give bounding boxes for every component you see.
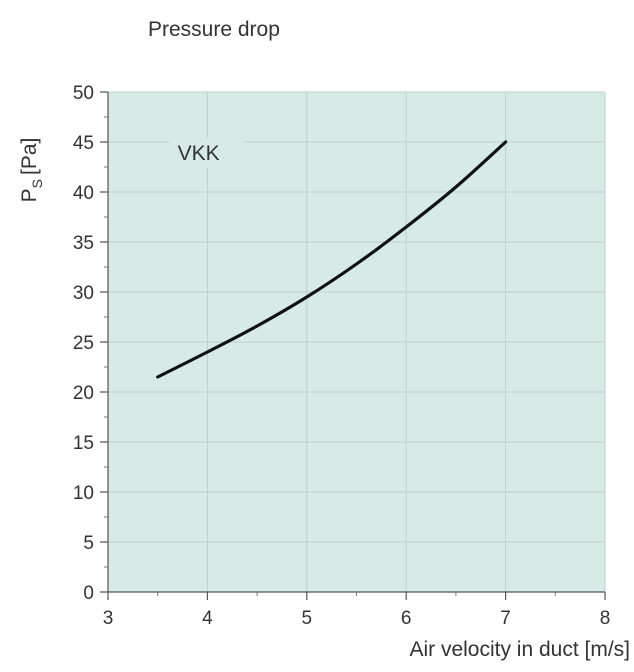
y-axis-label-main: P — [18, 188, 41, 202]
x-tick-label: 6 — [401, 608, 412, 629]
x-tick-label: 3 — [103, 608, 114, 629]
y-tick-label: 50 — [73, 83, 94, 104]
x-tick-label: 4 — [202, 608, 213, 629]
y-axis-label-subscript: S — [29, 179, 45, 188]
y-tick-label: 40 — [73, 183, 94, 204]
x-tick-label: 8 — [600, 608, 611, 629]
y-tick-label: 30 — [73, 283, 94, 304]
y-tick-label: 5 — [83, 533, 94, 554]
axes — [100, 91, 606, 600]
grid-lines — [107, 91, 606, 593]
series-label-vkk: VKK — [178, 142, 220, 165]
x-axis-label: Air velocity in duct [m/s] — [409, 638, 630, 661]
x-tick-label: 7 — [500, 608, 511, 629]
y-tick-labels: 0 5 10 15 20 25 30 35 40 45 50 — [73, 83, 94, 604]
series-label-bg — [169, 138, 244, 168]
y-tick-label: 10 — [73, 483, 94, 504]
x-tick-labels: 3 4 5 6 7 8 — [103, 608, 611, 629]
series-line-vkk — [156, 140, 508, 379]
svg-text:PS[Pa]: PS [Pa] — [18, 138, 45, 203]
series-layer: VKK — [156, 138, 508, 379]
y-tick-label: 20 — [73, 383, 94, 404]
y-axis-label: PS [Pa] — [18, 138, 45, 203]
x-tick-label: 5 — [302, 608, 313, 629]
y-tick-label: 45 — [73, 133, 94, 154]
y-axis-label-unit: [Pa] — [18, 138, 41, 175]
y-tick-label: 35 — [73, 233, 94, 254]
y-tick-label: 15 — [73, 433, 94, 454]
y-tick-label: 0 — [83, 583, 94, 604]
chart-title: Pressure drop — [148, 18, 280, 41]
y-tick-label: 25 — [73, 333, 94, 354]
